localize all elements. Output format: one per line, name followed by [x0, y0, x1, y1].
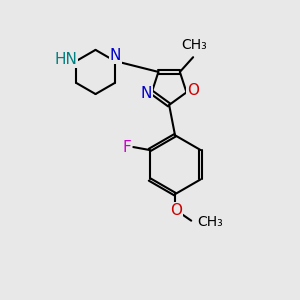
Text: O: O [170, 202, 182, 217]
Text: N: N [110, 48, 121, 63]
Text: CH₃: CH₃ [198, 215, 224, 229]
Text: HN: HN [55, 52, 77, 67]
Text: CH₃: CH₃ [181, 38, 207, 52]
Text: F: F [122, 140, 131, 154]
Text: O: O [187, 83, 199, 98]
Text: N: N [141, 86, 152, 101]
